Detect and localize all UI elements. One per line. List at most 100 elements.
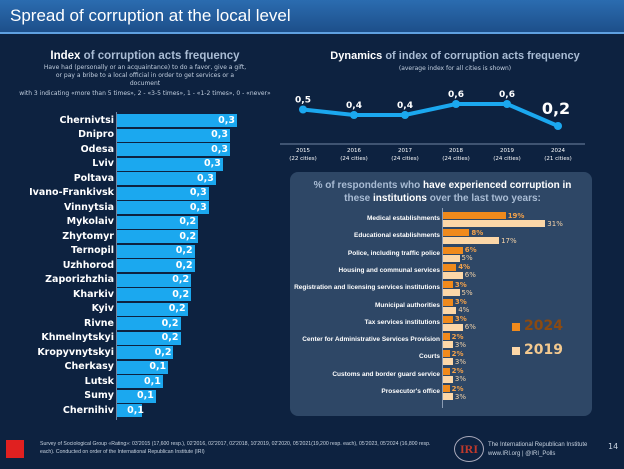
city-value: 0,2 (175, 245, 193, 256)
value-2024: 3% (454, 298, 467, 306)
value-2024: 2% (451, 367, 464, 376)
data-label: 0,5 (295, 96, 311, 106)
x-tick-sublabel: (24 cities) (442, 156, 470, 162)
bar-2024 (443, 298, 453, 306)
x-tick-label: 2024 (551, 148, 565, 154)
page-title: Spread of corruption at the local level (10, 6, 291, 25)
dynamics-subtitle: (average index for all cities is shown) (398, 65, 512, 72)
city-label: Odesa (80, 143, 114, 155)
city-value: 0,3 (204, 158, 221, 169)
x-tick-sublabel: (22 cities) (289, 156, 317, 162)
city-bar (117, 157, 223, 171)
city-value: 0,2 (161, 332, 179, 343)
bar-2024 (443, 333, 450, 341)
x-tick-sublabel: (21 cities) (544, 156, 572, 162)
value-2024: 8% (471, 228, 484, 237)
bar-2019 (443, 393, 453, 400)
value-2024: 19% (507, 211, 525, 220)
city-bar (117, 201, 209, 214)
institutions-panel (290, 172, 592, 416)
city-value: 0,3 (211, 129, 228, 140)
institution-label: Customs and border guard service (332, 370, 440, 378)
value-2019: 3% (454, 375, 466, 384)
x-tick-label: 2019 (500, 148, 514, 154)
city-bar (117, 346, 174, 359)
city-bar (117, 143, 230, 156)
city-bar (117, 259, 195, 272)
data-point (554, 122, 562, 130)
data-point (299, 105, 307, 114)
bar-2024 (443, 212, 506, 219)
value-2024: 3% (454, 315, 467, 324)
scale-note: with 3 indicating «more than 5 times», 2… (19, 90, 271, 97)
institution-label: Courts (419, 353, 440, 361)
city-bar (117, 128, 230, 142)
city-bar (117, 317, 181, 330)
rating-logo (6, 440, 24, 458)
value-2019: 6% (464, 323, 476, 332)
city-label: Rivne (84, 317, 114, 329)
dynamics-title: Dynamics of index of corruption acts fre… (330, 50, 580, 62)
city-value: 0,1 (127, 404, 144, 416)
city-label: Dnipro (78, 129, 114, 140)
value-2024: 2% (451, 332, 464, 341)
institutions-axis (442, 208, 443, 408)
value-2024: 4% (458, 263, 471, 272)
institution-label: Tax services institutions (364, 318, 440, 326)
city-label: Lviv (92, 158, 114, 169)
city-value: 0,2 (179, 230, 197, 242)
city-bar (117, 360, 169, 374)
city-value: 0,1 (136, 390, 154, 401)
footer-source: Survey of Sociological Group «Rating»: 0… (40, 441, 431, 455)
bar-2019 (443, 289, 460, 297)
city-label: Lutsk (84, 375, 114, 387)
city-value: 0,2 (154, 346, 172, 358)
data-label: 0,4 (346, 101, 362, 111)
bar-2024 (443, 385, 450, 392)
city-label: Ternopil (71, 245, 114, 256)
city-label: Kropyvnytskyi (37, 346, 114, 358)
iri-logo: IRI (454, 436, 484, 462)
value-2024: 2% (451, 349, 464, 358)
city-bar (117, 114, 237, 127)
legend-label: 2024 (524, 318, 563, 334)
city-label: Chernihiv (62, 404, 114, 416)
bar-2024 (443, 246, 463, 254)
city-value: 0,2 (175, 259, 193, 271)
x-tick-label: 2015 (296, 148, 310, 154)
bar-2024 (443, 315, 453, 323)
city-bar (117, 215, 199, 229)
value-2019: 6% (464, 271, 476, 280)
title-bar: Spread of corruption at the local level (0, 0, 624, 34)
legend-label: 2019 (524, 342, 563, 358)
city-value: 0,3 (218, 114, 235, 126)
city-label: Zaporizhzhia (45, 274, 114, 285)
city-bar (117, 230, 199, 243)
value-2019: 3% (454, 340, 466, 349)
value-2019: 5% (461, 288, 473, 297)
city-label: Poltava (73, 172, 114, 184)
bar-2019 (443, 271, 463, 279)
bar-2024 (443, 367, 450, 375)
series-line (302, 102, 559, 128)
x-tick-label: 2018 (449, 148, 463, 154)
x-tick-sublabel: (24 cities) (391, 156, 419, 162)
city-label: Zhytomyr (62, 230, 114, 242)
bar-2024 (443, 263, 457, 271)
data-label: 0,6 (448, 90, 464, 100)
org-links: www.IRI.org | @IRI_Polls (488, 451, 556, 457)
city-value: 0,2 (179, 216, 197, 227)
city-bar (117, 288, 192, 301)
city-label: Chernivtsi (59, 114, 114, 126)
data-point (350, 111, 358, 119)
data-label: 0,4 (397, 101, 413, 111)
value-2019: 4% (458, 306, 470, 314)
data-point (401, 111, 409, 119)
city-bar (117, 186, 209, 200)
value-2024: 2% (451, 384, 464, 393)
bar-2019 (443, 323, 463, 331)
org-name: The International Republican Institute (488, 442, 588, 448)
legend-swatch (512, 323, 520, 331)
city-value: 0,3 (189, 187, 207, 198)
city-label: Uzhhorod (62, 259, 114, 271)
